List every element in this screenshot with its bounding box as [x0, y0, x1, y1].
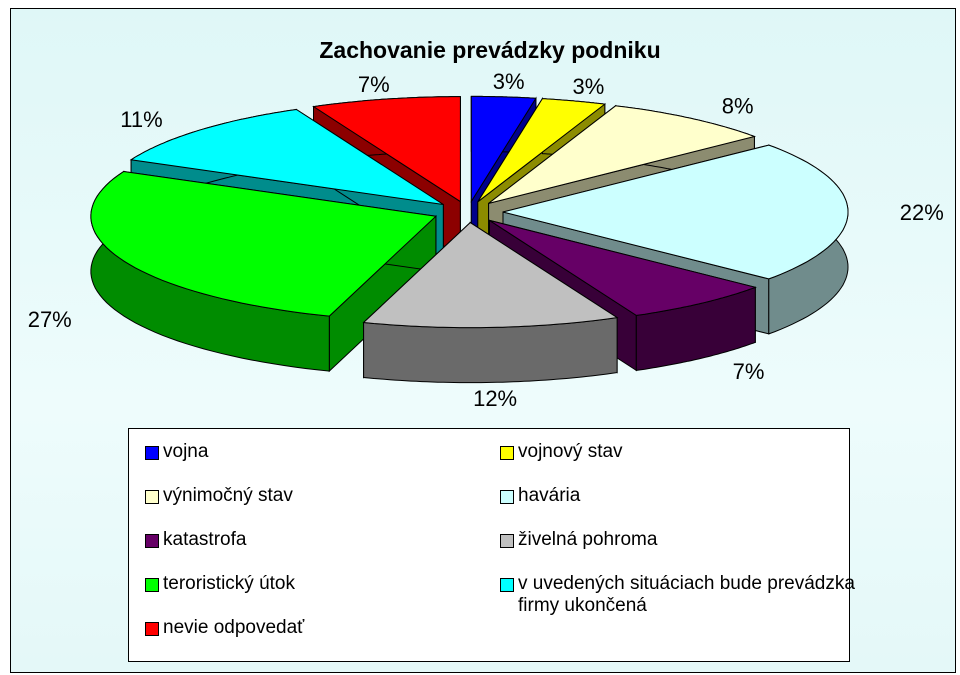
legend-label: výnimočný stav: [163, 485, 293, 506]
slice: [90, 170, 438, 317]
data-label: 3%: [493, 69, 525, 94]
legend-label: nevie odpovedať: [163, 617, 305, 638]
legend-item: výnimočný stav: [145, 485, 500, 529]
legend-swatch: [500, 490, 514, 504]
data-label: 11%: [120, 107, 162, 132]
data-label: 3%: [573, 74, 605, 99]
legend-label: vojnový stav: [518, 441, 623, 462]
slice: [470, 95, 537, 204]
data-label: 27%: [28, 307, 72, 332]
legend-label: živelná pohroma: [518, 529, 658, 550]
legend-item: vojna: [145, 441, 500, 485]
legend-label: havária: [518, 485, 581, 506]
legend-swatch: [145, 490, 159, 504]
legend-item: havária: [500, 485, 855, 529]
chart-title: Zachovanie prevádzky podniku: [319, 37, 660, 63]
slice: [129, 108, 444, 205]
slice: [488, 105, 757, 204]
slice: [362, 221, 619, 329]
legend-item: nevie odpovedať: [145, 617, 500, 661]
data-label: 7%: [733, 359, 765, 384]
legend-swatch: [500, 534, 514, 548]
data-label: 12%: [473, 386, 517, 411]
legend-item: vojnový stav: [500, 441, 855, 485]
data-label: 7%: [358, 72, 390, 97]
legend-swatch: [145, 534, 159, 548]
legend-swatch: [145, 578, 159, 592]
legend-item: živelná pohroma: [500, 529, 855, 573]
legend-label: v uvedených situáciach bude prevádzka fi…: [518, 573, 855, 616]
legend-swatch: [145, 622, 159, 636]
legend-swatch: [500, 578, 514, 592]
data-label: 22%: [900, 200, 944, 225]
legend-swatch: [145, 446, 159, 460]
legend-label: teroristický útok: [163, 573, 295, 594]
slice: [502, 144, 849, 280]
legend-label: katastrofa: [163, 529, 247, 550]
legend-item: v uvedených situáciach bude prevádzka fi…: [500, 573, 855, 617]
data-label: 8%: [722, 94, 754, 119]
slice: [312, 96, 461, 203]
legend-label: vojna: [163, 441, 209, 462]
legend: vojna vojnový stav výnimočný stav havária ka…: [128, 428, 855, 662]
legend-item: katastrofa: [145, 529, 500, 573]
slice: [489, 219, 757, 316]
slice: [477, 98, 607, 203]
legend-item: teroristický útok: [145, 573, 500, 617]
legend-swatch: [500, 446, 514, 460]
